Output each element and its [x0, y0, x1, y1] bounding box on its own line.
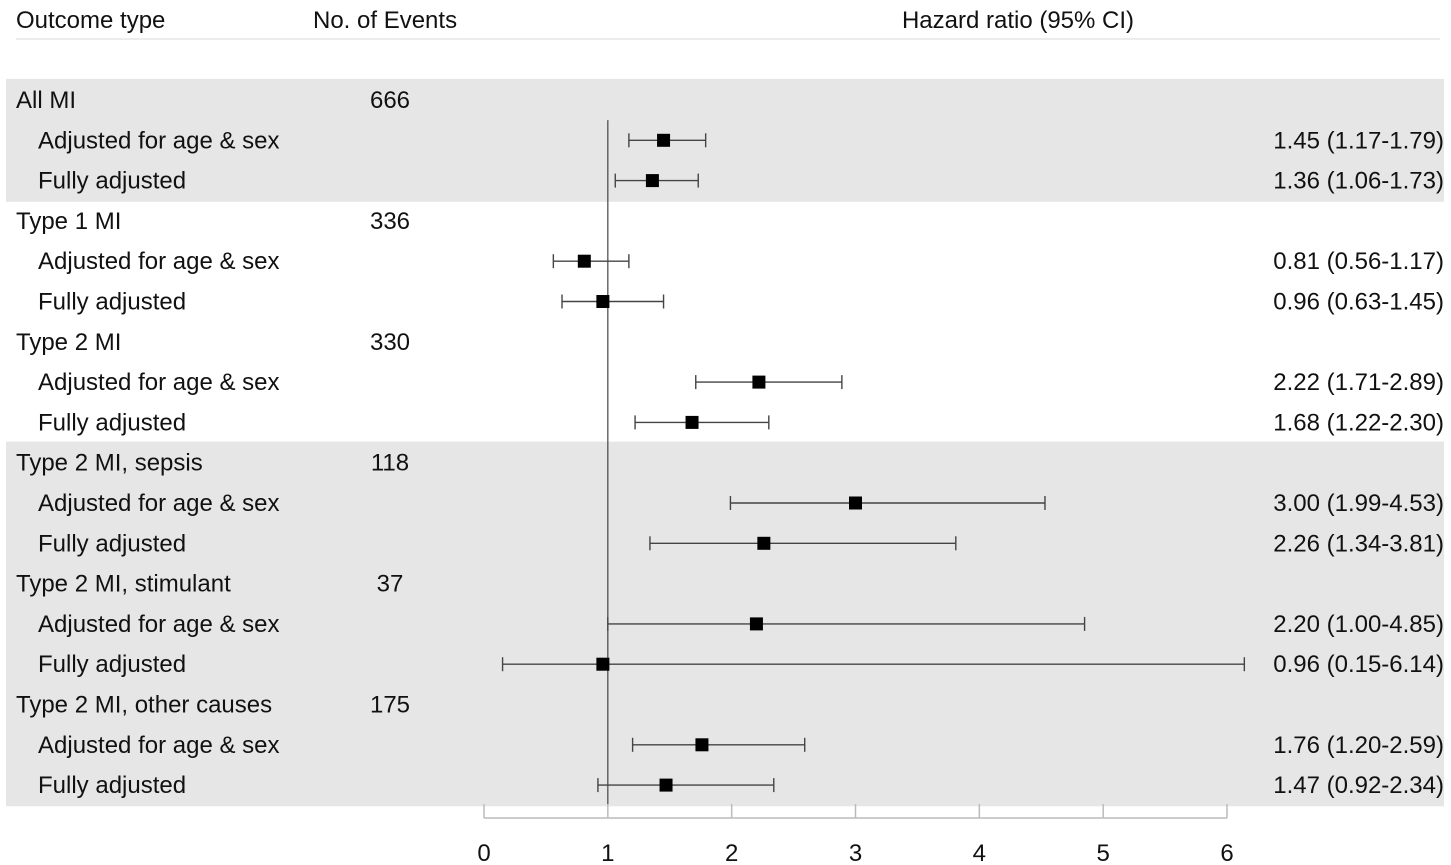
group-event-count: 118 — [371, 450, 409, 477]
row-label: Adjusted for age & sex — [38, 732, 279, 759]
group-event-count: 37 — [377, 571, 404, 598]
column-headers: Outcome type No. of Events Hazard ratio … — [16, 7, 1440, 40]
group-event-count: 330 — [370, 329, 410, 356]
hazard-ratio-value: 0.96 (0.15-6.14) — [1273, 651, 1444, 678]
hazard-ratio-value: 2.26 (1.34-3.81) — [1273, 530, 1444, 557]
group-label: Type 2 MI, other causes — [16, 692, 272, 719]
events-header: No. of Events — [313, 7, 457, 34]
point-estimate-marker — [596, 295, 610, 308]
hazard-ratio-value: 1.68 (1.22-2.30) — [1273, 409, 1444, 436]
hazard-ratio-value: 0.96 (0.63-1.45) — [1273, 289, 1444, 316]
row-label: Fully adjusted — [38, 168, 186, 195]
row-label: Fully adjusted — [38, 651, 186, 678]
hazard-ratio-value: 3.00 (1.99-4.53) — [1273, 490, 1444, 517]
x-tick-label: 4 — [973, 840, 986, 865]
x-tick-label: 6 — [1220, 840, 1233, 865]
point-estimate-marker — [657, 133, 671, 147]
point-estimate-marker — [849, 496, 862, 510]
group-label: Type 2 MI, stimulant — [16, 571, 231, 598]
hazard-ratio-value: 1.76 (1.20-2.59) — [1273, 732, 1444, 759]
x-axis: 0 1 2 3 4 5 6 — [477, 804, 1234, 865]
group-event-count: 666 — [370, 87, 410, 114]
hazard-ratio-value: 2.20 (1.00-4.85) — [1273, 611, 1444, 638]
row-label: Fully adjusted — [38, 530, 186, 557]
hazard-ratio-header: Hazard ratio (95% CI) — [902, 7, 1134, 34]
point-estimate-marker — [752, 375, 766, 389]
group-label: All MI — [16, 87, 76, 114]
hazard-ratio-value: 2.22 (1.71-2.89) — [1273, 369, 1444, 396]
row-label: Adjusted for age & sex — [38, 611, 279, 638]
row-label: Fully adjusted — [38, 289, 186, 316]
hazard-ratio-value: 1.45 (1.17-1.79) — [1273, 127, 1444, 154]
row-label: Fully adjusted — [38, 772, 186, 799]
x-tick-label: 3 — [849, 840, 862, 865]
row-label: Fully adjusted — [38, 409, 186, 436]
point-estimate-marker — [659, 778, 673, 792]
group-event-count: 336 — [370, 208, 410, 235]
point-estimate-marker — [577, 254, 591, 268]
row-label: Adjusted for age & sex — [38, 127, 279, 154]
row-label: Adjusted for age & sex — [38, 369, 279, 396]
x-tick-label: 2 — [725, 840, 738, 865]
point-estimate-marker — [757, 536, 771, 550]
group-label: Type 2 MI — [16, 329, 121, 356]
group-label: Type 1 MI — [16, 208, 121, 235]
point-estimate-marker — [749, 617, 763, 631]
row-label: Adjusted for age & sex — [38, 490, 279, 517]
x-tick-label: 0 — [477, 840, 490, 865]
x-tick-label: 1 — [601, 840, 614, 865]
x-tick-label: 5 — [1096, 840, 1109, 865]
point-estimate-marker — [685, 415, 699, 429]
outcome-type-header: Outcome type — [16, 7, 165, 34]
hazard-ratio-value: 0.81 (0.56-1.17) — [1273, 248, 1444, 275]
point-estimate-marker — [695, 738, 709, 752]
hazard-ratio-value: 1.36 (1.06-1.73) — [1273, 168, 1444, 195]
plot-rows: All MI 666 Adjusted for age & sex 1.45 (1.1… — [16, 87, 1444, 799]
point-estimate-marker — [596, 657, 610, 671]
group-label: Type 2 MI, sepsis — [16, 450, 203, 477]
point-estimate-marker — [645, 174, 659, 188]
shaded-band — [6, 78, 1444, 202]
row-label: Adjusted for age & sex — [38, 248, 279, 275]
group-event-count: 175 — [370, 692, 410, 719]
hazard-ratio-value: 1.47 (0.92-2.34) — [1273, 772, 1444, 799]
